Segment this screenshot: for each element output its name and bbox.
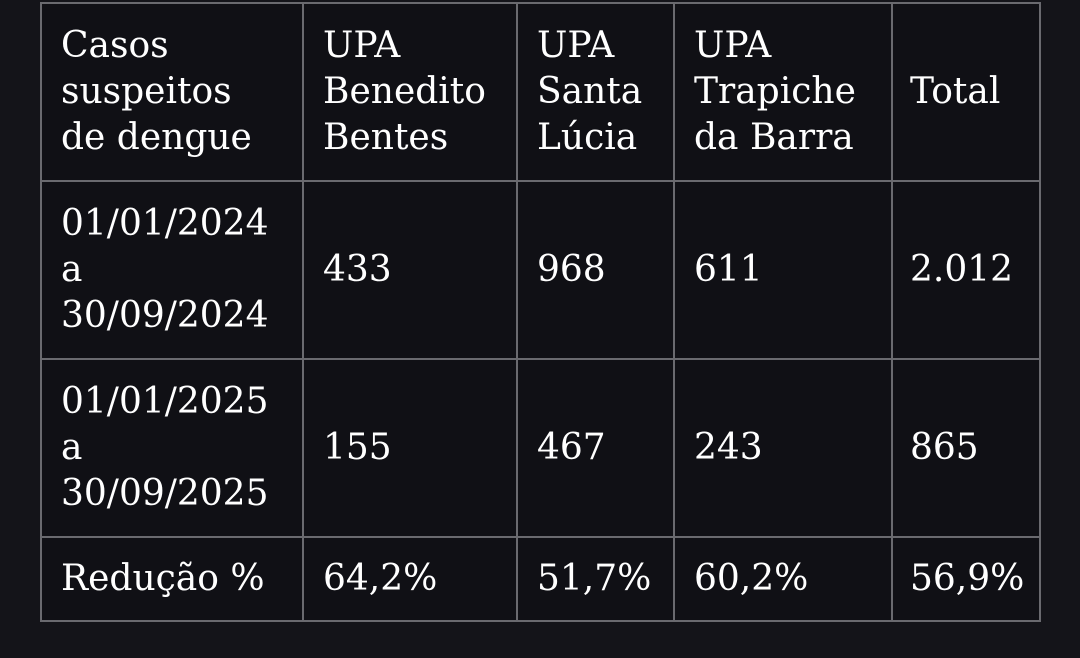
cell-2025-total: 865 xyxy=(891,358,1041,538)
row-label-reduction: Redução % xyxy=(40,536,304,622)
row-label-period-2024: 01/01/2024 a 30/09/2024 xyxy=(40,180,304,360)
table-row: 01/01/2024 a 30/09/2024 433 968 611 2.01… xyxy=(40,180,1041,360)
table-header-row: Casos suspeitos de dengue UPA Benedito B… xyxy=(40,2,1041,182)
header-cell-upa-santa-lucia: UPA Santa Lúcia xyxy=(516,2,675,182)
table-row: 01/01/2025 a 30/09/2025 155 467 243 865 xyxy=(40,358,1041,538)
header-cell-upa-benedito-bentes: UPA Benedito Bentes xyxy=(302,2,518,182)
cell-reduction-trapiche-da-barra: 60,2% xyxy=(673,536,893,622)
cell-2024-total: 2.012 xyxy=(891,180,1041,360)
cell-reduction-benedito-bentes: 64,2% xyxy=(302,536,518,622)
cell-2024-santa-lucia: 968 xyxy=(516,180,675,360)
header-cell-total: Total xyxy=(891,2,1041,182)
dengue-cases-table: Casos suspeitos de dengue UPA Benedito B… xyxy=(40,2,1041,622)
cell-2025-trapiche-da-barra: 243 xyxy=(673,358,893,538)
row-label-period-2025: 01/01/2025 a 30/09/2025 xyxy=(40,358,304,538)
cell-2024-benedito-bentes: 433 xyxy=(302,180,518,360)
header-cell-upa-trapiche-da-barra: UPA Trapiche da Barra xyxy=(673,2,893,182)
header-cell-category: Casos suspeitos de dengue xyxy=(40,2,304,182)
cell-2024-trapiche-da-barra: 611 xyxy=(673,180,893,360)
cell-reduction-total: 56,9% xyxy=(891,536,1041,622)
cell-2025-santa-lucia: 467 xyxy=(516,358,675,538)
table-row: Redução % 64,2% 51,7% 60,2% 56,9% xyxy=(40,536,1041,622)
cell-reduction-santa-lucia: 51,7% xyxy=(516,536,675,622)
cell-2025-benedito-bentes: 155 xyxy=(302,358,518,538)
